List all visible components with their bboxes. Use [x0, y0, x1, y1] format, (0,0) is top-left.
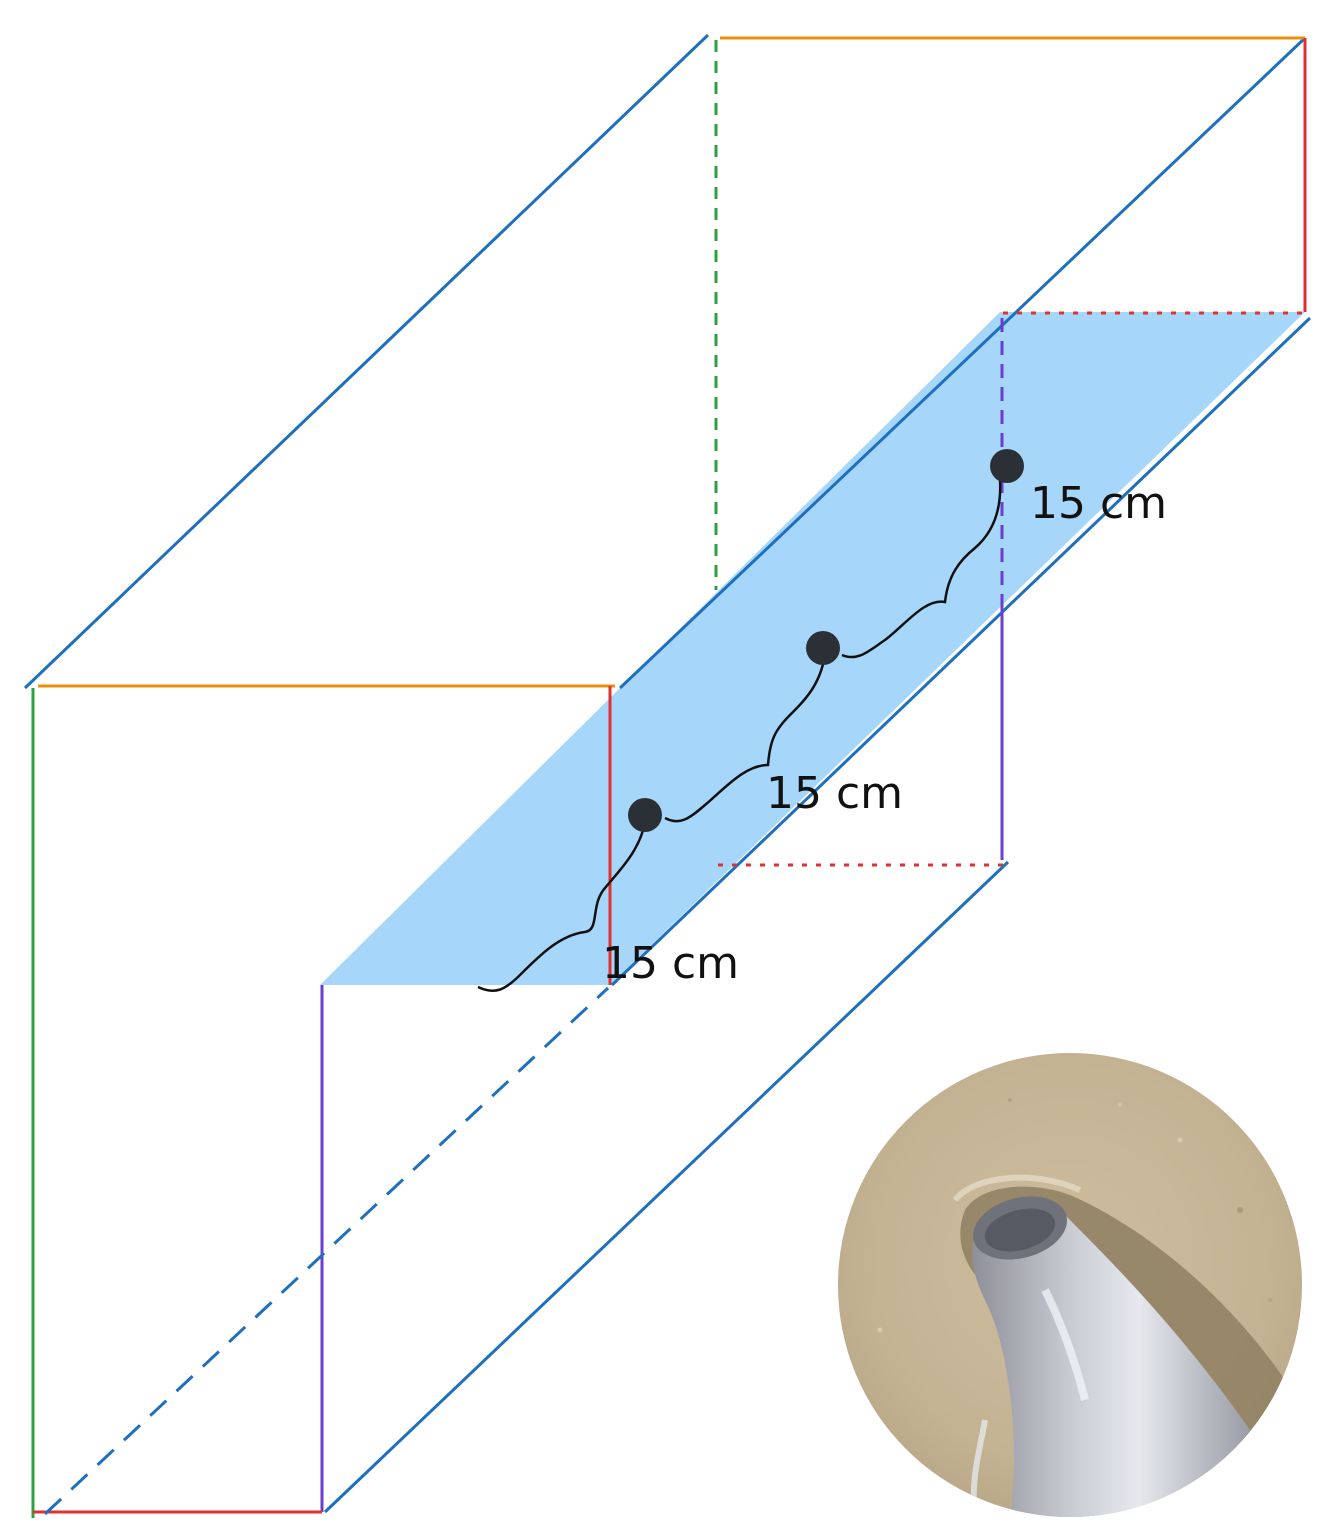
edge-hidden-dashed-diagonal	[43, 986, 610, 1516]
brace-bottom	[477, 821, 647, 992]
edge-shelf-front-diagonal	[610, 316, 1312, 987]
sample-point-middle	[806, 631, 840, 665]
label-spacing-top: 15 cm	[1030, 478, 1167, 529]
label-spacing-bottom: 15 cm	[602, 938, 739, 989]
brace-middle	[664, 654, 827, 823]
brace-top	[841, 479, 1002, 659]
edge-top-left-diagonal	[23, 33, 710, 690]
hose-in-sand-photo	[838, 1053, 1302, 1517]
sample-point-top	[990, 449, 1024, 483]
edge-bottom-diagonal	[323, 860, 1010, 1514]
label-spacing-middle: 15 cm	[766, 768, 903, 819]
sample-point-bottom	[628, 798, 662, 832]
edge-top-right-diagonal	[618, 36, 1307, 690]
